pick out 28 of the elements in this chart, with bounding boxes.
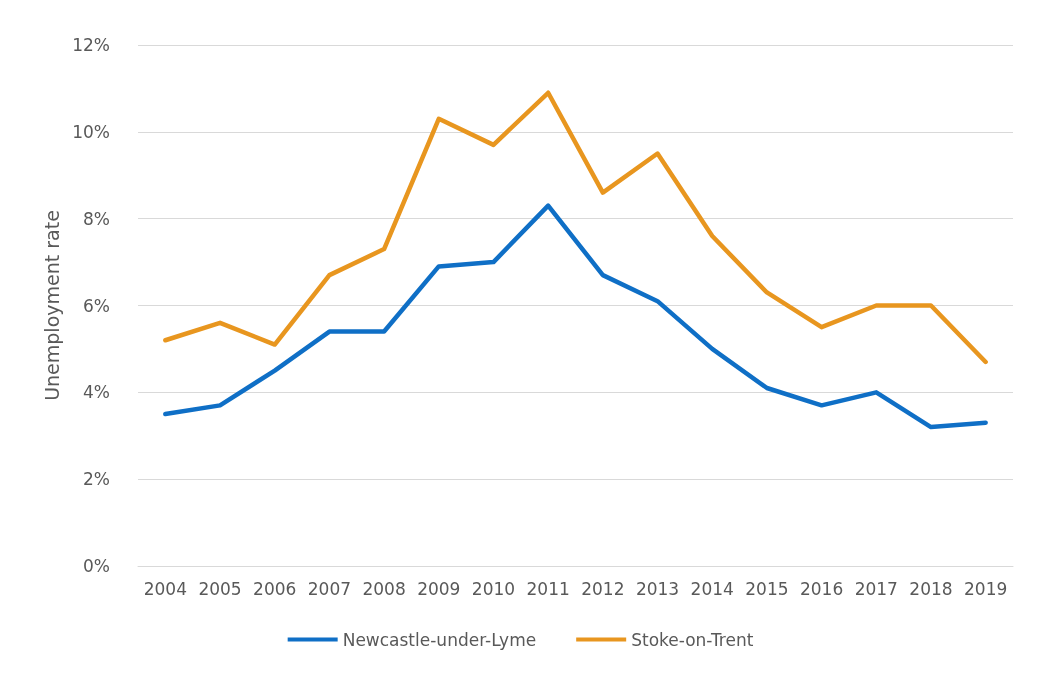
x-tick-label: 2004 — [143, 578, 187, 599]
x-tick-label: 2008 — [362, 578, 406, 599]
x-tick-label: 2013 — [635, 578, 680, 599]
x-tick-label: 2005 — [198, 578, 242, 599]
x-tick-label: 2006 — [253, 578, 297, 599]
y-tick-label: 12% — [72, 35, 110, 55]
x-tick-label: 2014 — [690, 578, 734, 599]
x-tick-label: 2018 — [909, 578, 953, 599]
x-tick-label: 2016 — [799, 578, 844, 599]
y-axis-title: Unemployment rate — [40, 210, 63, 401]
y-tick-label: 4% — [83, 382, 110, 403]
x-tick-label: 2015 — [745, 578, 789, 599]
x-tick-label: 2010 — [471, 578, 516, 599]
x-tick-label: 2012 — [581, 578, 625, 599]
x-tick-label: 2009 — [417, 578, 461, 599]
x-tick-label: 2007 — [307, 578, 352, 599]
x-tick-label: 2019 — [964, 578, 1008, 599]
y-tick-label: 10% — [72, 121, 110, 142]
y-tick-label: 6% — [83, 295, 110, 316]
y-tick-label: 0% — [83, 556, 110, 576]
legend-label: Stoke-on-Trent — [631, 629, 754, 650]
y-tick-label: 8% — [83, 208, 110, 229]
x-tick-label: 2017 — [854, 578, 898, 599]
line-series — [163, 90, 988, 365]
x-tick-label: 2011 — [526, 578, 570, 599]
line-series — [163, 203, 988, 430]
y-tick-label: 2% — [83, 469, 110, 490]
legend-label: Newcastle-under-Lyme — [342, 629, 537, 650]
